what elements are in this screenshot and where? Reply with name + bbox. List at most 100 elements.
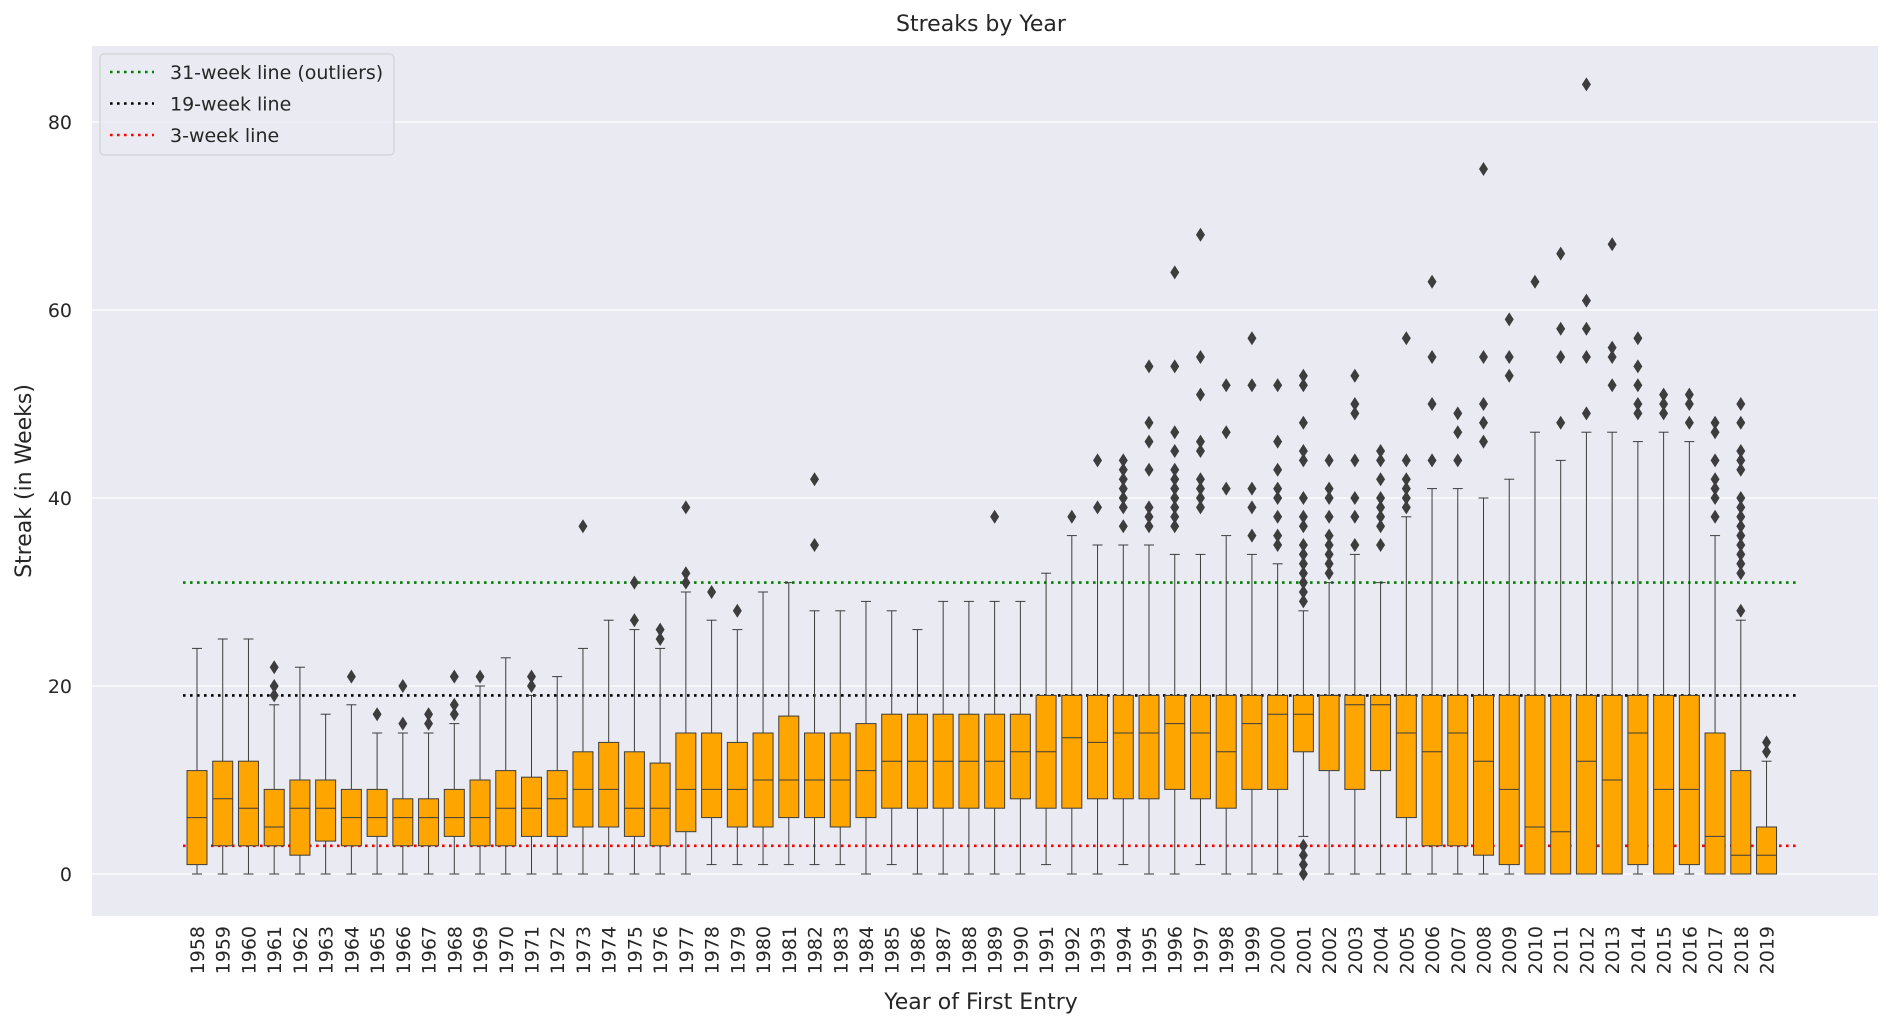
legend-label: 19-week line [170, 94, 291, 116]
outlier-point [1479, 162, 1488, 176]
box-1983 [829, 610, 851, 866]
x-tick-label: 2014 [1628, 926, 1650, 974]
outlier-point [1324, 538, 1334, 552]
legend-frame [99, 53, 395, 156]
outlier-point [1195, 500, 1205, 515]
outlier-point [1479, 434, 1488, 449]
box-1991 [1035, 572, 1057, 866]
x-tick-label: 2011 [1551, 926, 1573, 974]
iqr-box [546, 770, 568, 837]
x-tick-label: 2016 [1679, 926, 1701, 974]
outlier-point [1736, 453, 1746, 468]
x-tick-label: 1997 [1190, 926, 1212, 974]
y-tick-label: 0 [60, 864, 72, 886]
box-1980 [752, 591, 774, 866]
x-tick-label: 1981 [779, 926, 801, 974]
x-tick-label: 1996 [1165, 926, 1187, 974]
iqr-box [804, 732, 826, 819]
outlier-point [1504, 368, 1514, 383]
outlier-point [1607, 378, 1617, 393]
box-1971 [520, 669, 542, 875]
outlier-point [424, 716, 434, 731]
outlier-point [1324, 566, 1334, 581]
outlier-point [1762, 735, 1772, 750]
iqr-box [1344, 694, 1366, 790]
outlier-point [1298, 491, 1308, 505]
outlier-point [655, 622, 665, 637]
outlier-point [1170, 462, 1180, 477]
outlier-point [1170, 444, 1180, 458]
outlier-point [1221, 425, 1231, 440]
outlier-point [372, 707, 382, 722]
outlier-point [655, 632, 665, 646]
outlier-point [1324, 509, 1334, 524]
outlier-point [1504, 312, 1514, 327]
outlier-point [1633, 359, 1643, 374]
outlier-point [1350, 397, 1360, 411]
box-1966 [392, 679, 414, 875]
box-2010 [1524, 274, 1546, 875]
x-tick-label: 1992 [1062, 926, 1084, 974]
outlier-point [1736, 566, 1746, 581]
box-2000 [1267, 378, 1289, 875]
box-1993 [1087, 453, 1109, 875]
box-1975 [623, 575, 645, 875]
outlier-point [1170, 500, 1180, 515]
box-1985 [881, 610, 903, 866]
iqr-box [1575, 694, 1597, 875]
outlier-point [1247, 331, 1257, 346]
x-tick-label: 1995 [1139, 926, 1161, 974]
iqr-box [1550, 694, 1572, 875]
outlier-point [475, 669, 485, 684]
outlier-point [629, 575, 639, 590]
outlier-point [1298, 415, 1308, 430]
outlier-point [1247, 500, 1257, 515]
iqr-box [701, 732, 723, 819]
x-axis-label: Year of First Entry [883, 990, 1078, 1015]
box-2006 [1421, 274, 1443, 875]
outlier-point [990, 509, 1000, 524]
x-tick-label: 2003 [1345, 926, 1367, 974]
x-tick-label: 2015 [1654, 926, 1676, 974]
x-tick-label: 1967 [419, 926, 441, 974]
outlier-point [1298, 594, 1308, 609]
x-tick-label: 1990 [1010, 926, 1032, 974]
outlier-point [1581, 350, 1591, 364]
outlier-point [1350, 453, 1360, 468]
outlier-point [1633, 378, 1643, 393]
box-2004 [1370, 444, 1392, 875]
outlier-point [1298, 566, 1308, 581]
outlier-point [1762, 744, 1772, 759]
y-tick-label: 20 [48, 676, 72, 698]
outlier-point [1273, 434, 1283, 449]
iqr-box [1241, 694, 1263, 790]
x-tick-label: 2007 [1448, 926, 1470, 974]
outlier-point [1324, 491, 1334, 505]
boxes [186, 77, 1778, 881]
outlier-point [1736, 519, 1746, 534]
x-tick-label: 1974 [599, 926, 621, 974]
box-2014 [1627, 331, 1649, 875]
outlier-point [1736, 528, 1746, 543]
outlier-point [1144, 462, 1154, 477]
box-1979 [726, 603, 748, 866]
iqr-box [1112, 694, 1134, 800]
outlier-point [1170, 265, 1180, 280]
outlier-point [449, 669, 459, 684]
outlier-point [1221, 378, 1231, 393]
iqr-box [520, 776, 542, 837]
outlier-point [1479, 350, 1488, 364]
outlier-point [681, 566, 691, 581]
outlier-point [1581, 293, 1591, 308]
outlier-point [1736, 547, 1746, 562]
box-1970 [495, 657, 517, 875]
box-1973 [572, 519, 594, 875]
x-tick-label: 1977 [676, 926, 698, 974]
outlier-point [1401, 481, 1411, 496]
outlier-point [810, 538, 820, 552]
box-2016 [1678, 387, 1700, 875]
outlier-point [1556, 321, 1566, 336]
x-tick-labels: 1958 1959 1960 1961 1962 1963 1964 1965 1966 1967… [187, 926, 1779, 974]
outlier-point [1195, 481, 1205, 496]
outlier-point [1298, 547, 1308, 562]
